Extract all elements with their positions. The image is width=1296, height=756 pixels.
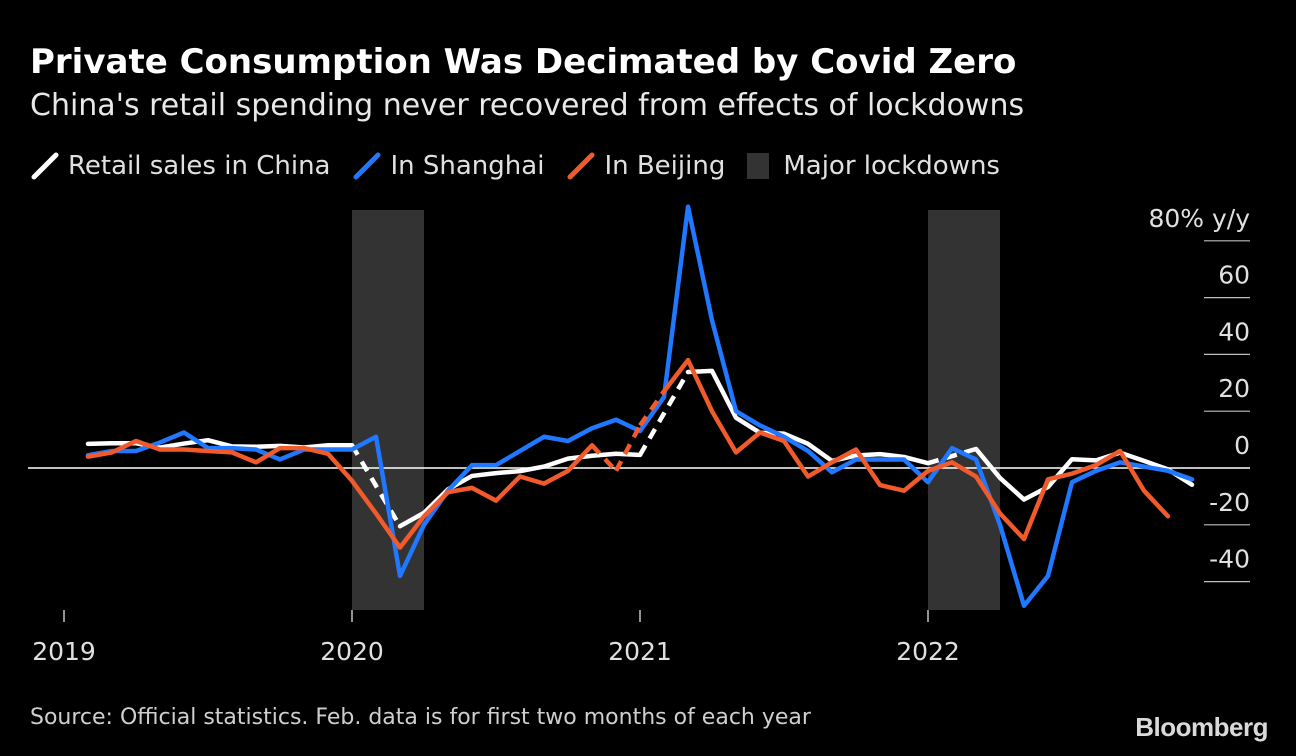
- lockdown-band-0: [352, 210, 424, 610]
- series-dash-retail-sales-in-china: [927, 446, 977, 466]
- y-tick-label-3: 20: [1218, 374, 1250, 403]
- legend-label-lockdowns: Major lockdowns: [783, 151, 1000, 181]
- legend: Retail sales in China In Shanghai In Bei…: [30, 151, 1022, 181]
- y-tick-label-5: -20: [1209, 488, 1250, 517]
- legend-label-beijing: In Beijing: [604, 151, 726, 181]
- legend-item-shanghai: In Shanghai: [352, 151, 544, 181]
- series-line-retail-sales-in-china: [397, 451, 643, 529]
- series-line-retail-sales-in-china: [685, 368, 931, 466]
- chart-title: Private Consumption Was Decimated by Cov…: [30, 42, 1017, 82]
- lockdown-band-1: [928, 210, 1000, 610]
- legend-swatch-china-icon: [30, 151, 60, 181]
- legend-item-lockdowns: Major lockdowns: [747, 151, 1000, 181]
- series-line-in-beijing: [661, 357, 1171, 542]
- legend-item-beijing: In Beijing: [566, 151, 725, 181]
- source-note: Source: Official statistics. Feb. data i…: [30, 705, 811, 730]
- chart-subtitle: China's retail spending never recovered …: [30, 88, 1025, 123]
- legend-swatch-beijing-icon: [566, 151, 596, 181]
- y-tick-label-4: 0: [1234, 431, 1250, 460]
- series-line-retail-sales-in-china: [973, 446, 1195, 502]
- legend-label-china: Retail sales in China: [68, 151, 331, 181]
- bloomberg-logo: Bloomberg: [1135, 712, 1268, 742]
- y-tick-label-0: 80% y/y: [1148, 204, 1250, 233]
- y-tick-label-1: 60: [1218, 261, 1250, 290]
- series-dash-retail-sales-in-china: [638, 370, 690, 457]
- legend-swatch-shanghai-icon: [352, 151, 382, 181]
- legend-item-china: Retail sales in China: [30, 151, 330, 181]
- series-dash-retail-sales-in-china: [350, 444, 402, 528]
- legend-swatch-lockdowns-icon: [747, 153, 770, 179]
- x-tick-label-3: 2022: [896, 637, 960, 666]
- series-dash-in-beijing: [590, 443, 618, 473]
- x-tick-label-0: 2019: [32, 637, 96, 666]
- series-line-in-beijing: [85, 438, 595, 550]
- x-tick-label-2: 2021: [608, 637, 672, 666]
- legend-label-shanghai: In Shanghai: [390, 151, 545, 181]
- y-tick-label-6: -40: [1209, 545, 1250, 574]
- x-tick-label-1: 2020: [320, 637, 384, 666]
- series-dash-in-beijing: [638, 390, 666, 427]
- series-line-in-shanghai: [85, 204, 1195, 608]
- y-tick-label-2: 40: [1218, 317, 1250, 346]
- series-dash-in-beijing: [614, 424, 642, 472]
